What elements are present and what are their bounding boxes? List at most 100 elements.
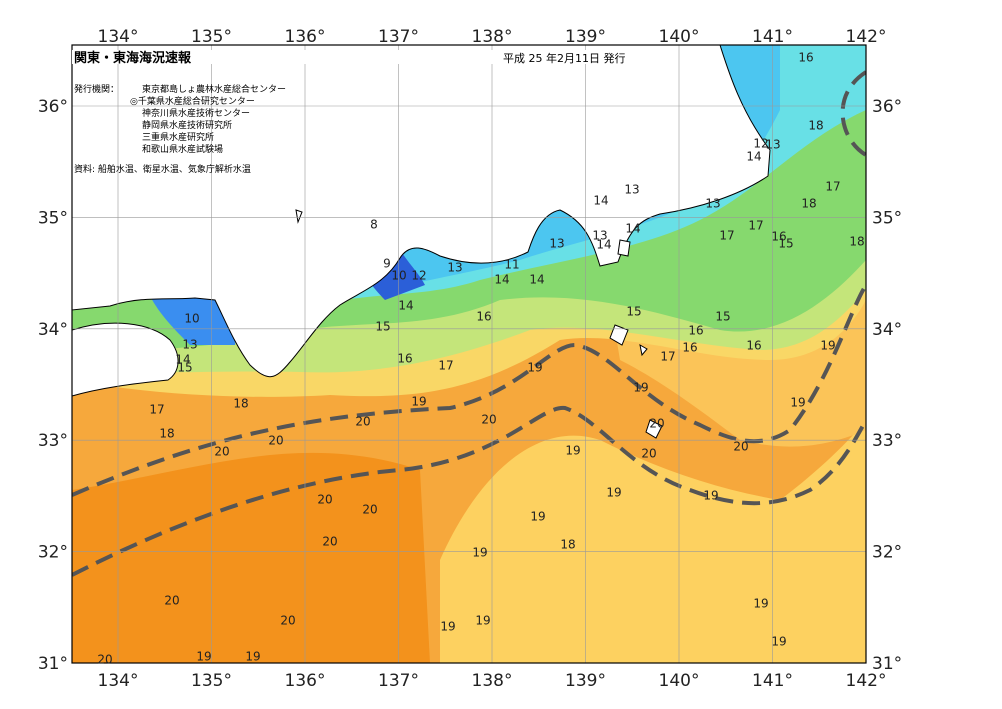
- contour-label: 19: [703, 489, 718, 503]
- lat-label-right: 36°: [872, 97, 902, 117]
- lat-label-right: 32°: [872, 543, 902, 563]
- lon-label-bottom: 140°: [659, 671, 700, 691]
- contour-label: 20: [280, 614, 295, 628]
- lon-label-bottom: 136°: [285, 671, 326, 691]
- issuer: ◎千葉県水産総合研究センター: [130, 95, 255, 107]
- contour-label: 14: [746, 150, 761, 164]
- contour-label: 20: [322, 535, 337, 549]
- lon-label-top: 137°: [378, 27, 419, 47]
- lon-label-bottom: 137°: [378, 671, 419, 691]
- lon-label-bottom: 142°: [846, 671, 887, 691]
- contour-label: 19: [440, 620, 455, 634]
- contour-label: 19: [475, 614, 490, 628]
- lon-label-bottom: 141°: [752, 671, 793, 691]
- contour-label: 14: [494, 273, 509, 287]
- contour-label: 10: [391, 269, 406, 283]
- contour-label: 20: [641, 447, 656, 461]
- contour-label: 14: [529, 273, 544, 287]
- contour-label: 18: [233, 397, 248, 411]
- contour-label: 9: [383, 257, 391, 271]
- contour-label: 20: [317, 493, 332, 507]
- issuer: 三重県水産研究所: [142, 131, 214, 143]
- issue-date: 平成 25 年2月11日 発行: [503, 51, 625, 65]
- contour-label: 18: [159, 427, 174, 441]
- contour-label: 19: [771, 635, 786, 649]
- contour-label: 16: [688, 324, 703, 338]
- contour-label: 20: [268, 434, 283, 448]
- contour-label: 20: [362, 503, 377, 517]
- lat-label-right: 34°: [872, 320, 902, 340]
- issuer: 東京都島しょ農林水産総合センター: [142, 83, 286, 95]
- contour-label: 16: [746, 339, 761, 353]
- contour-label: 16: [771, 230, 786, 244]
- contour-label: 17: [149, 403, 164, 417]
- contour-label: 19: [411, 395, 426, 409]
- contour-label: 19: [790, 396, 805, 410]
- lon-label-top: 142°: [846, 27, 887, 47]
- contour-label: 17: [719, 229, 734, 243]
- issuer: 静岡県水産技術研究所: [142, 119, 232, 131]
- lat-label-right: 33°: [872, 431, 902, 451]
- contour-label: 14: [175, 353, 190, 367]
- title: 関東・東海海況速報: [74, 50, 192, 66]
- lat-label-right: 31°: [872, 654, 902, 674]
- contour-label: 19: [633, 381, 648, 395]
- contour-label: 13: [765, 138, 780, 152]
- header-band: [72, 50, 642, 64]
- contour-label: 13: [549, 237, 564, 251]
- contour-label: 13: [447, 261, 462, 275]
- lon-label-top: 139°: [565, 27, 606, 47]
- lon-label-top: 138°: [472, 27, 513, 47]
- contour-label: 14: [625, 222, 640, 236]
- contour-label: 18: [849, 235, 864, 249]
- contour-label: 20: [733, 440, 748, 454]
- lat-label-left: 35°: [38, 208, 68, 228]
- contour-label: 17: [660, 350, 675, 364]
- contour-label: 20: [97, 653, 112, 667]
- contour-label: 13: [182, 338, 197, 352]
- contour-label: 19: [606, 486, 621, 500]
- contour-label: 16: [397, 352, 412, 366]
- lat-label-right: 35°: [872, 208, 902, 228]
- lon-label-bottom: 134°: [98, 671, 139, 691]
- contour-label: 19: [245, 650, 260, 664]
- contour-label: 19: [753, 597, 768, 611]
- contour-label: 15: [177, 361, 192, 375]
- lon-label-top: 136°: [285, 27, 326, 47]
- lat-label-left: 31°: [38, 654, 68, 674]
- contour-label: 18: [801, 197, 816, 211]
- issuer-list: 東京都島しょ農林水産総合センター◎千葉県水産総合研究センター神奈川県水産技術セン…: [130, 83, 286, 155]
- contour-label: 19: [196, 650, 211, 664]
- contour-label: 18: [560, 538, 575, 552]
- contour-label: 15: [375, 320, 390, 334]
- contour-label: 20: [164, 594, 179, 608]
- contour-label: 17: [748, 219, 763, 233]
- kuroshio-axis: [72, 70, 866, 577]
- contour-label: 19: [527, 361, 542, 375]
- contour-label: 20: [355, 415, 370, 429]
- source: 資料: 船舶水温、衛星水温、気象庁解析水温: [74, 163, 251, 175]
- lon-label-top: 135°: [191, 27, 232, 47]
- contour-label: 14: [596, 238, 611, 252]
- contour-label: 15: [715, 310, 730, 324]
- contour-label: 14: [593, 194, 608, 208]
- contour-label: 13: [592, 229, 607, 243]
- contour-label: 19: [530, 510, 545, 524]
- contour-label: 16: [476, 310, 491, 324]
- contour-label: 20: [214, 445, 229, 459]
- contour-label: 15: [778, 237, 793, 251]
- lat-label-left: 32°: [38, 543, 68, 563]
- lon-label-top: 134°: [98, 27, 139, 47]
- issuer: 神奈川県水産技術センター: [142, 107, 250, 119]
- contour-label: 20: [481, 413, 496, 427]
- contour-label: 18: [808, 119, 823, 133]
- contour-label: 8: [370, 218, 378, 232]
- contour-label: 10: [184, 312, 199, 326]
- contour-label: 12: [411, 269, 426, 283]
- land: [71, 44, 771, 439]
- issuer: 和歌山県水産試験場: [142, 143, 223, 155]
- contour-label: 19: [472, 546, 487, 560]
